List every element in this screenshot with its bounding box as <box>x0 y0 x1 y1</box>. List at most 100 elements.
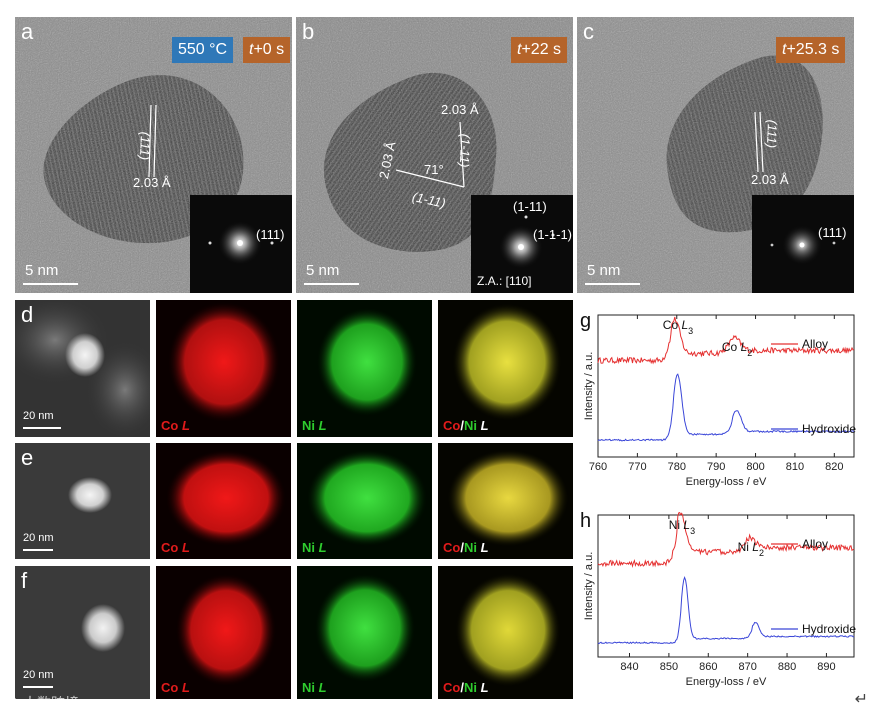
series-line-hydroxide <box>597 373 855 442</box>
x-tick-label: 850 <box>660 661 678 673</box>
x-tick-label: 790 <box>707 461 725 473</box>
x-tick-label: 860 <box>699 661 717 673</box>
peak-annotation: Co L3 <box>663 318 693 336</box>
eels-spectrum-chart-co: g 760 770 780 790 800 810 820 Energy-loss / eV In… <box>580 310 856 488</box>
time-prefix: t <box>249 41 254 58</box>
scale-bar <box>585 283 640 285</box>
overlay-sep: / <box>460 540 464 555</box>
plot-frame <box>597 314 855 458</box>
panel-label: e <box>21 445 34 470</box>
co-map-image <box>176 574 276 686</box>
scale-label: 20 nm <box>23 669 54 681</box>
co-edge: L <box>181 540 190 555</box>
overlay-map-d: Co/Ni L <box>438 300 573 437</box>
scale-bar <box>23 686 53 688</box>
ni-map-d: Ni L <box>297 300 432 437</box>
co-map-image <box>168 302 280 422</box>
overlay-co: Co <box>443 680 461 695</box>
haadf-panel-e: e 20 nm <box>15 443 150 559</box>
legend-label: Hydroxide <box>802 422 856 436</box>
ni-map-image <box>317 308 417 416</box>
peak-sub: 2 <box>759 548 764 558</box>
time-suffix: +0 s <box>253 41 285 58</box>
fft-inset: (1-11) (1-1-1) Z.A.: [110] <box>471 195 573 293</box>
overlay-label: Co/Ni L <box>443 418 489 433</box>
series-line-alloy <box>597 316 855 365</box>
x-tick-label: 880 <box>778 661 796 673</box>
fft-spot-label: (111) <box>818 225 847 240</box>
co-map-f: Co L <box>156 566 291 699</box>
d-spacing-label: 2.03 Å <box>751 172 789 187</box>
y-axis-label: Intensity / a.u. <box>583 352 595 420</box>
scale-bar <box>23 549 53 551</box>
peak-sub: 3 <box>688 326 693 336</box>
d-spacing-label-1: 2.03 Å <box>441 102 479 117</box>
series-line-hydroxide <box>597 575 855 645</box>
plane-label: (111) <box>764 119 780 149</box>
x-tick-label: 780 <box>668 461 686 473</box>
overlay-ni: Ni <box>463 680 481 695</box>
ni-edge: L <box>318 680 327 695</box>
time-badge: t+22 s <box>511 37 568 63</box>
fft-spot-label: (111) <box>256 227 285 242</box>
peak-element: Co <box>663 318 682 332</box>
panel-label: c <box>583 19 594 44</box>
fft-pattern <box>208 221 274 265</box>
d-spacing-label: 2.03 Å <box>133 175 171 190</box>
fft-inset: (111) <box>190 195 292 293</box>
overlay-edge: L <box>480 680 489 695</box>
peak-sub: 2 <box>747 348 752 358</box>
temperature-badge: 550 °C <box>172 37 234 63</box>
fft-spot-label-2: (1-1-1) <box>533 227 573 242</box>
x-tick-label: 800 <box>746 461 764 473</box>
overlay-map-image <box>456 574 560 686</box>
time-prefix: t <box>517 41 522 58</box>
x-tick-label: 890 <box>817 661 835 673</box>
legend-label: Hydroxide <box>802 622 856 636</box>
co-map-d: Co L <box>156 300 291 437</box>
peak-edge: L <box>752 540 759 554</box>
ni-label: Ni L <box>302 540 327 555</box>
panel-label: b <box>302 19 315 44</box>
x-tick-label: 840 <box>620 661 638 673</box>
eels-spectrum-chart-ni: h 840 850 860 870 880 890 Energy-loss / eV Inten… <box>580 510 856 688</box>
scale-bar <box>304 283 359 285</box>
overlay-co: Co <box>443 418 461 433</box>
legend-label: Alloy <box>802 337 828 351</box>
overlay-sep: / <box>460 680 464 695</box>
time-suffix: +25.3 s <box>786 41 840 58</box>
haadf-panel-d: d 20 nm <box>15 300 150 437</box>
fft-spot-label-1: (1-11) <box>513 199 547 214</box>
plot-frame <box>597 514 855 658</box>
x-axis-label: Energy-loss / eV <box>686 676 767 688</box>
zone-axis-label: Z.A.: [110] <box>477 274 532 288</box>
ni-map-image <box>307 450 427 546</box>
x-tick-label: 760 <box>589 461 607 473</box>
haadf-image <box>81 604 125 652</box>
peak-edge: L <box>741 340 748 354</box>
scale-label: 5 nm <box>25 262 59 279</box>
ni-map-f: Ni L <box>297 566 432 699</box>
x-axis-label: Energy-loss / eV <box>686 476 767 488</box>
x-tick-label: 770 <box>628 461 646 473</box>
scale-bar <box>23 427 61 429</box>
overlay-edge: L <box>480 418 489 433</box>
fft-pattern <box>499 215 555 269</box>
time-badge: t+25.3 s <box>776 37 846 63</box>
co-label: Co L <box>161 680 190 695</box>
scale-label: 20 nm <box>23 532 54 544</box>
overlay-map-image <box>448 450 568 546</box>
plane-label-1: (1-11) <box>456 133 473 168</box>
co-element: Co <box>161 540 182 555</box>
overlay-map-e: Co/Ni L <box>438 443 573 559</box>
overlay-ni: Ni <box>463 418 481 433</box>
return-glyph: ↵ <box>854 691 868 708</box>
co-element: Co <box>161 418 182 433</box>
co-edge: L <box>181 418 190 433</box>
peak-edge: L <box>683 518 690 532</box>
co-edge: L <box>181 680 190 695</box>
ni-edge: L <box>318 540 327 555</box>
co-map-image <box>166 450 286 546</box>
overlay-ni: Ni <box>463 540 481 555</box>
fft-pattern <box>770 225 836 265</box>
